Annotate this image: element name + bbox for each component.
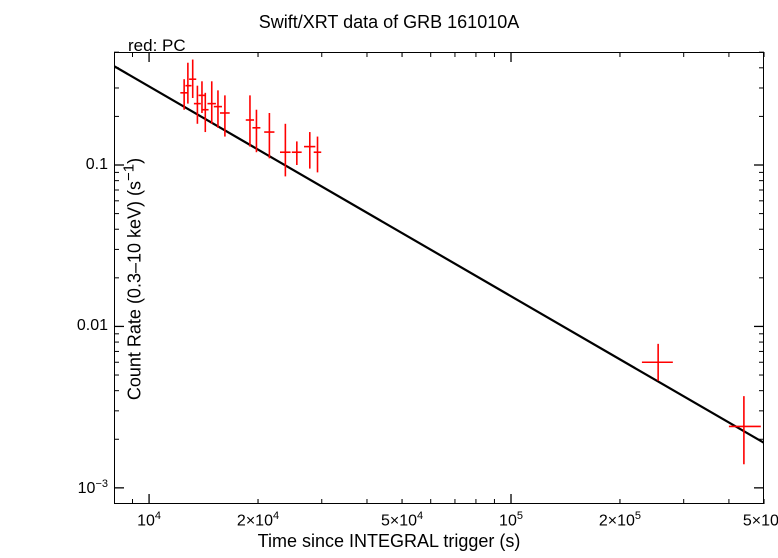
tick-label: 0.1 — [86, 156, 108, 174]
tick-label: 10−3 — [78, 478, 108, 498]
tick-label: 2×105 — [599, 510, 641, 530]
tick-label: 5×104 — [381, 510, 423, 530]
tick-label: 0.01 — [77, 317, 108, 335]
tick-label: 5×105 — [743, 510, 778, 530]
plot-svg — [0, 0, 778, 558]
tick-label: 105 — [499, 510, 523, 530]
chart-container: Swift/XRT data of GRB 161010A red: PC Co… — [0, 0, 778, 558]
tick-label: 2×104 — [237, 510, 279, 530]
tick-label: 104 — [137, 510, 161, 530]
